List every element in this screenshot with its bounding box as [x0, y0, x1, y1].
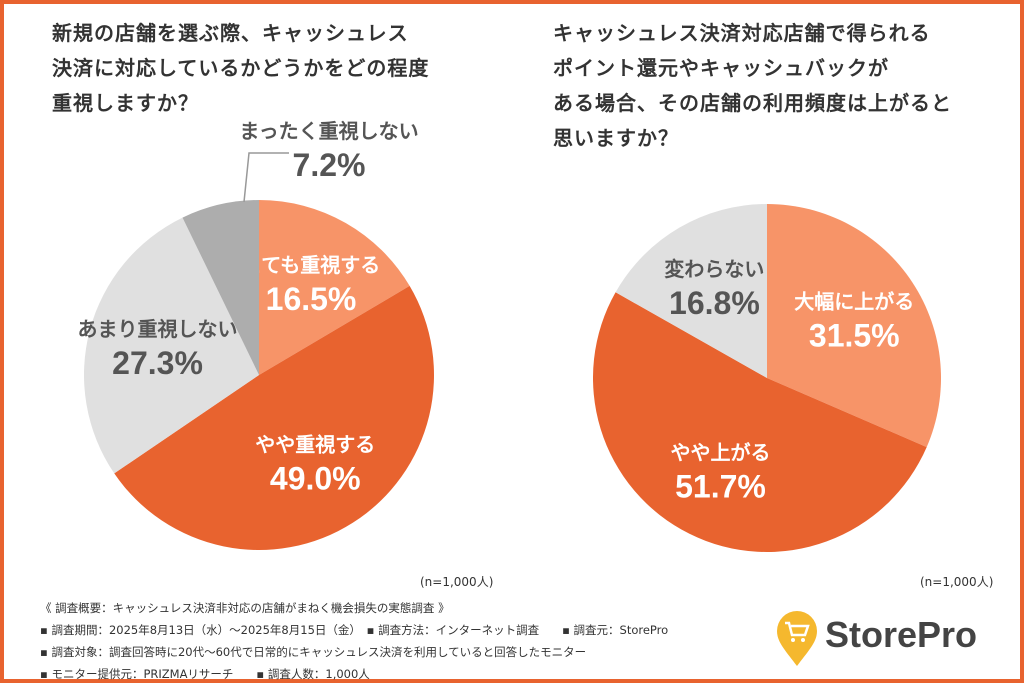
- slice-label: 変わらない: [664, 257, 764, 281]
- pie-slice: [615, 204, 767, 378]
- pie-slice: [767, 204, 941, 448]
- slice-value-label: 27.3%: [112, 345, 203, 381]
- survey-target: ▪ 調査対象：調査回答時に20代～60代で日常的にキャッシュレス決済を利用してい…: [40, 645, 587, 659]
- slice-label: とても重視する: [242, 253, 380, 277]
- slice-value-label: 7.2%: [293, 147, 366, 183]
- right-sample-size: (n=1,000人): [920, 575, 994, 589]
- survey-summary: 《 調査概要：キャッシュレス決済非対応の店舗がまねく機会損失の実態調査 》: [40, 601, 450, 615]
- left-sample-size: (n=1,000人): [420, 575, 494, 589]
- pie-slice: [83, 217, 259, 474]
- right-question-title: キャッシュレス決済対応店舗で得られる ポイント還元やキャッシュバックが ある場合…: [553, 16, 952, 156]
- survey-provider: ▪ モニター提供元：PRIZMAリサーチ ▪ 調査人数：1,000人: [40, 667, 370, 681]
- title-line: ある場合、その店舗の利用頻度は上がると: [553, 91, 952, 115]
- slice-value-label: 31.5%: [809, 318, 900, 354]
- slice-value-label: 51.7%: [675, 468, 766, 504]
- slice-label: やや上がる: [670, 440, 770, 464]
- slice-value-label: 16.8%: [669, 285, 760, 321]
- slice-label: あまり重視しない: [78, 317, 238, 341]
- pie-slice: [114, 285, 434, 550]
- slice-value-label: 49.0%: [270, 461, 361, 497]
- left-question-title: 新規の店舗を選ぶ際、キャッシュレス 決済に対応しているかどうかをどの程度 重視し…: [52, 16, 429, 121]
- slice-label: やや重視する: [255, 433, 375, 457]
- logo-text: StorePro: [825, 614, 978, 655]
- pie-slice: [593, 292, 927, 552]
- title-line: 決済に対応しているかどうかをどの程度: [52, 56, 430, 80]
- title-line: ポイント還元やキャッシュバックが: [553, 56, 889, 80]
- slice-label: まったく重視しない: [239, 119, 418, 143]
- storepro-logo: StorePro: [775, 610, 1005, 670]
- pie-slice: [182, 200, 259, 375]
- title-line: 重視しますか？: [52, 91, 199, 115]
- pie-slice: [259, 200, 410, 375]
- title-line: キャッシュレス決済対応店舗で得られる: [553, 21, 931, 45]
- slice-label: 大幅に上がる: [794, 290, 914, 314]
- shopping-cart-pin-icon: [777, 611, 817, 666]
- slice-value-label: 16.5%: [266, 281, 357, 317]
- title-line: 新規の店舗を選ぶ際、キャッシュレス: [52, 21, 409, 45]
- leader-line: [243, 152, 289, 203]
- survey-period: ▪ 調査期間：2025年8月13日（水）～2025年8月15日（金） ▪ 調査方…: [40, 623, 669, 637]
- title-line: 思いますか？: [553, 126, 679, 150]
